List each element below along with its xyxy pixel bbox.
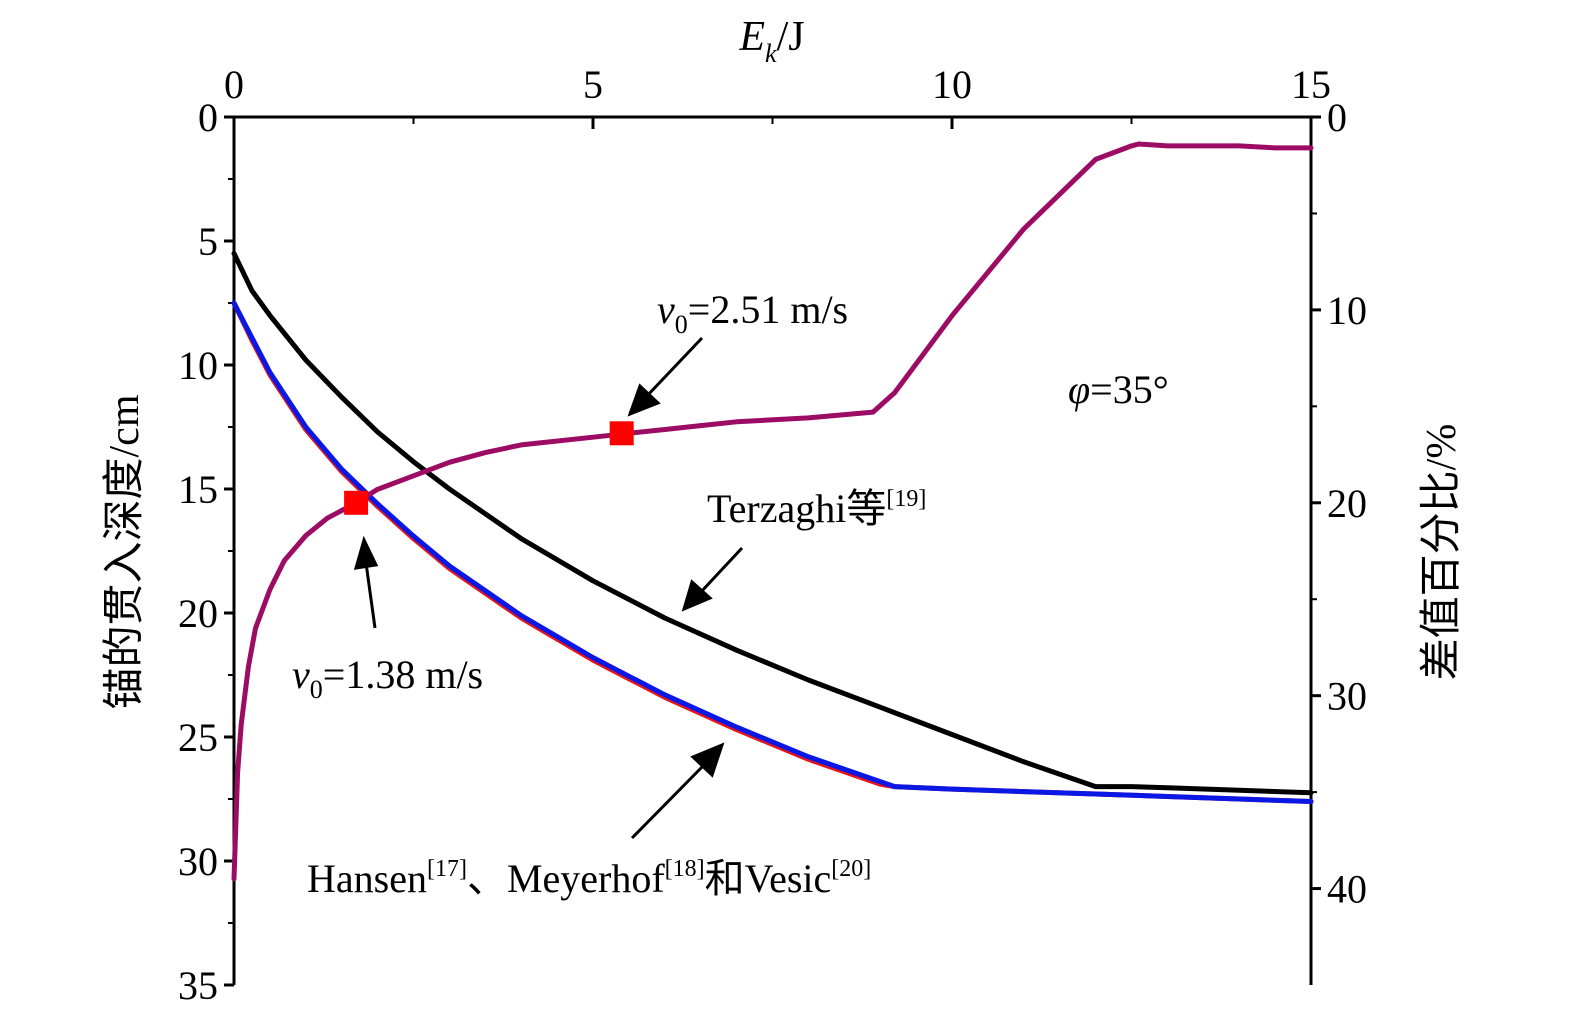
annotation-he: 和 [705,856,745,901]
x-axis-title-unit: /J [777,14,805,60]
markers-layer [344,421,634,515]
annotation-v251: v0=2.51 m/s [657,287,848,339]
arrows [353,336,744,840]
annotation-phi: φ=35° [1068,367,1169,412]
marker-v138 [344,490,369,515]
annotation-sep: 、 [467,856,507,901]
x-axis-title-sub: k [765,39,777,68]
y-left-tick-label: 5 [198,219,218,264]
arrow-v138-head [353,535,379,570]
annotation-hansen-text: Hansen [307,856,427,901]
y-left-tick-label: 20 [178,591,218,636]
y-left-axis-title: 锚的贯入深度/cm [102,394,148,709]
annotation-hansen-ref: [17] [427,856,467,882]
x-axis-title-main: E [738,14,765,60]
y-right-tick-label: 40 [1327,867,1367,912]
y-left-tick-label: 30 [178,839,218,884]
arrow-hansen-head [690,742,725,778]
arrow-v251-line [643,336,704,400]
x-tick-label: 15 [1291,62,1331,107]
annotation-hansen-group: Hansen[17]、Meyerhof[18]和Vesic[20] [307,856,871,901]
annotation-vesic-ref: [20] [831,856,871,882]
annotation-v138-sub: 0 [310,675,323,704]
series-line-hansen-blue [231,300,1314,804]
y-left-tick-label: 35 [178,963,218,1008]
annotation-v251-sub: 0 [675,310,688,339]
annotation-meyerhof-text: Meyerhof [507,856,665,901]
annotation-terzaghi: Terzaghi等[19] [707,486,926,531]
y-right-tick-label: 0 [1327,95,1347,140]
arrow-v138-line [364,562,377,629]
plot-frame [232,115,1313,985]
arrow-v251-head [627,383,661,417]
marker-v251 [609,421,634,446]
x-tick-label: 0 [224,62,244,107]
arrow-terzaghi-line [698,546,744,595]
annotation-v251-var: v [657,287,675,332]
annotation-terzaghi-ref: [19] [886,486,926,512]
annotation-v138: v0=1.38 m/s [292,652,483,704]
annotation-v138-var: v [292,652,310,697]
series-line-terzaghi [231,250,1314,796]
x-axis-title: Ek/J [738,14,804,68]
y-right-axis-title: 差值百分比/% [1419,424,1465,681]
y-left-tick-label: 10 [178,343,218,388]
y-right-tick-label: 10 [1327,288,1367,333]
y-left-tick-label: 15 [178,467,218,512]
x-tick-label: 10 [932,62,972,107]
annotation-v251-rest: =2.51 m/s [688,287,848,332]
y-left-tick-label: 25 [178,715,218,760]
y-right-tick-label: 30 [1327,674,1367,719]
annotation-phi-rest: =35° [1090,367,1169,412]
arrow-terzaghi-head [681,579,713,612]
annotation-vesic-text: Vesic [745,856,832,901]
y-left-tick-label: 0 [198,95,218,140]
annotation-meyerhof-ref: [18] [665,856,705,882]
x-tick-label: 5 [583,62,603,107]
annotation-terzaghi-text: Terzaghi等 [707,486,886,531]
annotation-phi-var: φ [1068,367,1090,412]
annotation-v138-rest: =1.38 m/s [323,652,483,697]
arrow-hansen-line [630,763,706,840]
y-right-tick-label: 20 [1327,481,1367,526]
